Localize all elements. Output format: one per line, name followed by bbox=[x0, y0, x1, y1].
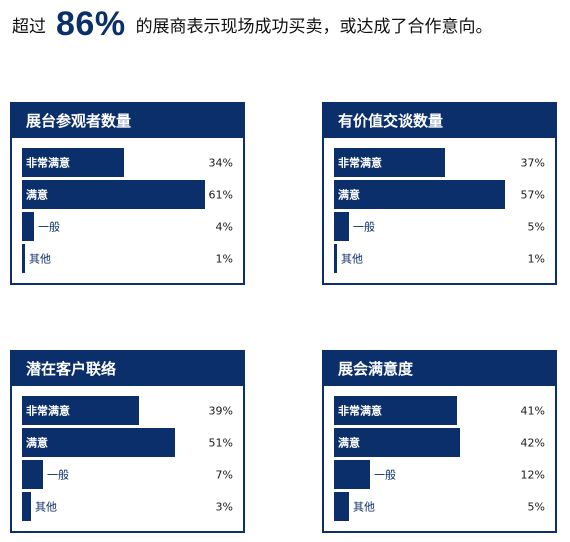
headline-prefix: 超过 bbox=[12, 16, 46, 37]
bar-chart-leads: 非常满意 39% 满意 51% 一般 7% 其他 3% bbox=[22, 396, 233, 521]
bar-3 bbox=[22, 244, 25, 273]
category-label: 非常满意 bbox=[338, 404, 382, 418]
value-label: 7% bbox=[216, 469, 233, 482]
category-label: 其他 bbox=[29, 253, 51, 266]
bar-0 bbox=[22, 148, 124, 177]
category-label: 非常满意 bbox=[26, 156, 70, 170]
chart-title: 潜在客户联络 bbox=[12, 352, 243, 386]
value-label: 1% bbox=[528, 253, 545, 266]
value-label: 1% bbox=[216, 253, 233, 266]
bar-0 bbox=[22, 396, 139, 425]
bar-chart-conversations: 非常满意 37% 满意 57% 一般 5% 其他 1% bbox=[334, 148, 545, 273]
category-label: 满意 bbox=[338, 188, 360, 202]
value-label: 42% bbox=[521, 437, 545, 450]
category-label: 满意 bbox=[338, 436, 360, 450]
category-label: 满意 bbox=[26, 188, 48, 202]
headline: 超过 86% 的展商表示现场成功买卖，或达成了合作意向。 bbox=[12, 4, 493, 44]
bar-3 bbox=[334, 492, 349, 521]
bar-1 bbox=[334, 428, 460, 457]
value-label: 37% bbox=[521, 157, 545, 170]
bar-chart-visitors: 非常满意 34% 满意 61% 一般 4% 其他 1% bbox=[22, 148, 233, 273]
value-label: 51% bbox=[209, 437, 233, 450]
chart-panel-satisfaction: 展会满意度 非常满意 41% 满意 42% 一般 12% 其他 5% bbox=[322, 350, 557, 533]
value-label: 4% bbox=[216, 221, 233, 234]
category-label: 一般 bbox=[374, 469, 396, 482]
chart-title: 有价值交谈数量 bbox=[324, 104, 555, 138]
chart-title: 展台参观者数量 bbox=[12, 104, 243, 138]
category-label: 非常满意 bbox=[338, 156, 382, 170]
bar-3 bbox=[334, 244, 337, 273]
category-label: 其他 bbox=[341, 253, 363, 266]
bar-3 bbox=[22, 492, 31, 521]
value-label: 34% bbox=[209, 157, 233, 170]
chart-title: 展会满意度 bbox=[324, 352, 555, 386]
value-label: 3% bbox=[216, 501, 233, 514]
value-label: 39% bbox=[209, 405, 233, 418]
bar-chart-satisfaction: 非常满意 41% 满意 42% 一般 12% 其他 5% bbox=[334, 396, 545, 521]
bar-2 bbox=[22, 460, 43, 489]
category-label: 一般 bbox=[47, 469, 69, 482]
headline-highlight: 86% bbox=[56, 4, 126, 43]
category-label: 非常满意 bbox=[26, 404, 70, 418]
category-label: 其他 bbox=[35, 501, 57, 514]
bar-0 bbox=[334, 396, 457, 425]
category-label: 一般 bbox=[38, 221, 60, 234]
bar-1 bbox=[22, 180, 205, 209]
value-label: 5% bbox=[528, 501, 545, 514]
bar-1 bbox=[334, 180, 505, 209]
value-label: 5% bbox=[528, 221, 545, 234]
bar-0 bbox=[334, 148, 445, 177]
value-label: 61% bbox=[209, 189, 233, 202]
bar-2 bbox=[334, 460, 370, 489]
category-label: 满意 bbox=[26, 436, 48, 450]
value-label: 57% bbox=[521, 189, 545, 202]
value-label: 12% bbox=[521, 469, 545, 482]
category-label: 一般 bbox=[353, 221, 375, 234]
category-label: 其他 bbox=[353, 501, 375, 514]
value-label: 41% bbox=[521, 405, 545, 418]
chart-panel-visitors: 展台参观者数量 非常满意 34% 满意 61% 一般 4% 其他 1% bbox=[10, 102, 245, 285]
chart-panel-conversations: 有价值交谈数量 非常满意 37% 满意 57% 一般 5% 其他 1% bbox=[322, 102, 557, 285]
bar-2 bbox=[22, 212, 34, 241]
bar-1 bbox=[22, 428, 175, 457]
chart-panel-leads: 潜在客户联络 非常满意 39% 满意 51% 一般 7% 其他 3% bbox=[10, 350, 245, 533]
bar-2 bbox=[334, 212, 349, 241]
headline-suffix: 的展商表示现场成功买卖，或达成了合作意向。 bbox=[135, 16, 493, 37]
